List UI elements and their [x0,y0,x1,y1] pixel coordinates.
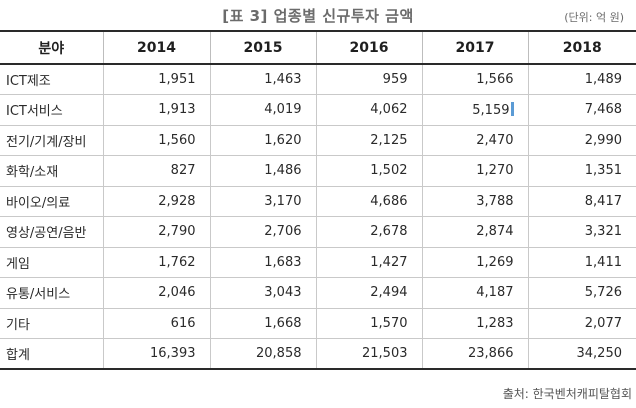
table-cell: 1,913 [102,94,210,126]
header-2017: 2017 [421,30,528,65]
cell-value: 5,159 [472,102,510,118]
table-cell: 5,726 [527,277,636,309]
table-cell: 1,620 [209,125,316,156]
table-cell: 3,043 [209,277,316,309]
table-cell: 4,062 [315,94,422,126]
table-cell: 1,570 [315,308,422,339]
table-cell: 3,170 [209,186,316,217]
table-cell: 1,270 [421,155,528,187]
table-cell: 2,706 [209,216,316,248]
row-label: 바이오/의료 [0,186,103,217]
table-title: [표 3] 업종별 신규투자 금액 [222,7,414,25]
table-title-row: [표 3] 업종별 신규투자 금액 (단위: 억 원) [0,0,636,30]
table-cell: 1,560 [102,125,210,156]
header-2018: 2018 [527,30,636,65]
table-cell: 2,790 [102,216,210,248]
row-label: 영상/공연/음반 [0,216,103,248]
row-label: 기타 [0,308,103,339]
table-cell: 20,858 [209,338,316,370]
table-cell: 959 [315,64,422,95]
table-cell: 1,269 [421,247,528,278]
table-cell: 8,417 [527,186,636,217]
header-field: 분야 [0,30,103,65]
table-cell: 1,951 [102,64,210,95]
table-row: ICT제조 1,951 1,463 959 1,566 1,489 [0,64,636,95]
investment-table: 분야 2014 2015 2016 2017 2018 ICT제조 1,951 … [0,30,636,370]
table-row: 게임 1,762 1,683 1,427 1,269 1,411 [0,247,636,278]
table-cell: 1,668 [209,308,316,339]
table-cell: 4,686 [315,186,422,217]
row-label: ICT제조 [0,64,103,95]
table-row: 기타 616 1,668 1,570 1,283 2,077 [0,308,636,339]
table-cell: 3,788 [421,186,528,217]
header-2016: 2016 [315,30,422,65]
table-cell: 34,250 [527,338,636,370]
row-label: 게임 [0,247,103,278]
table-cell: 21,503 [315,338,422,370]
table-row: 유통/서비스 2,046 3,043 2,494 4,187 5,726 [0,277,636,309]
table-cell: 1,283 [421,308,528,339]
row-label: 화학/소재 [0,155,103,187]
table-cell: 827 [102,155,210,187]
table-cell: 2,125 [315,125,422,156]
table-cell: 1,489 [527,64,636,95]
table-cell: 1,411 [527,247,636,278]
unit-note: (단위: 억 원) [564,11,624,24]
table-cell: 23,866 [421,338,528,370]
text-cursor-mark [510,101,514,116]
table-cell: 2,046 [102,277,210,309]
header-row: 분야 2014 2015 2016 2017 2018 [0,30,636,65]
table-row: 바이오/의료 2,928 3,170 4,686 3,788 8,417 [0,186,636,217]
total-row: 합계 16,393 20,858 21,503 23,866 34,250 [0,338,636,370]
header-2015: 2015 [209,30,316,65]
table-cell: 1,566 [421,64,528,95]
table-cell: 1,351 [527,155,636,187]
table-cell: 2,494 [315,277,422,309]
table-cell: 4,019 [209,94,316,126]
header-2014: 2014 [102,30,210,65]
table-row: 영상/공연/음반 2,790 2,706 2,678 2,874 3,321 [0,216,636,248]
table-cell: 1,427 [315,247,422,278]
row-label: ICT서비스 [0,94,103,126]
table-cell: 2,678 [315,216,422,248]
table-cell: 1,502 [315,155,422,187]
row-label: 유통/서비스 [0,277,103,309]
table-cell: 2,928 [102,186,210,217]
table-row: 전기/기계/장비 1,560 1,620 2,125 2,470 2,990 [0,125,636,156]
table-cell: 1,463 [209,64,316,95]
table-cell: 1,762 [102,247,210,278]
table-cell: 3,321 [527,216,636,248]
table-cell: 1,486 [209,155,316,187]
table-cell-selected[interactable]: 5,159 [421,94,528,126]
table-cell: 4,187 [421,277,528,309]
table-cell: 7,468 [527,94,636,126]
table-cell: 2,077 [527,308,636,339]
table-cell: 2,470 [421,125,528,156]
source-note: 출처: 한국벤처캐피탈협회 [502,387,632,401]
table-row: 화학/소재 827 1,486 1,502 1,270 1,351 [0,155,636,187]
table-row: ICT서비스 1,913 4,019 4,062 5,159 7,468 [0,94,636,126]
row-label: 합계 [0,338,103,370]
table-cell: 2,990 [527,125,636,156]
row-label: 전기/기계/장비 [0,125,103,156]
table-cell: 1,683 [209,247,316,278]
table-cell: 616 [102,308,210,339]
table-cell: 2,874 [421,216,528,248]
table-cell: 16,393 [102,338,210,370]
